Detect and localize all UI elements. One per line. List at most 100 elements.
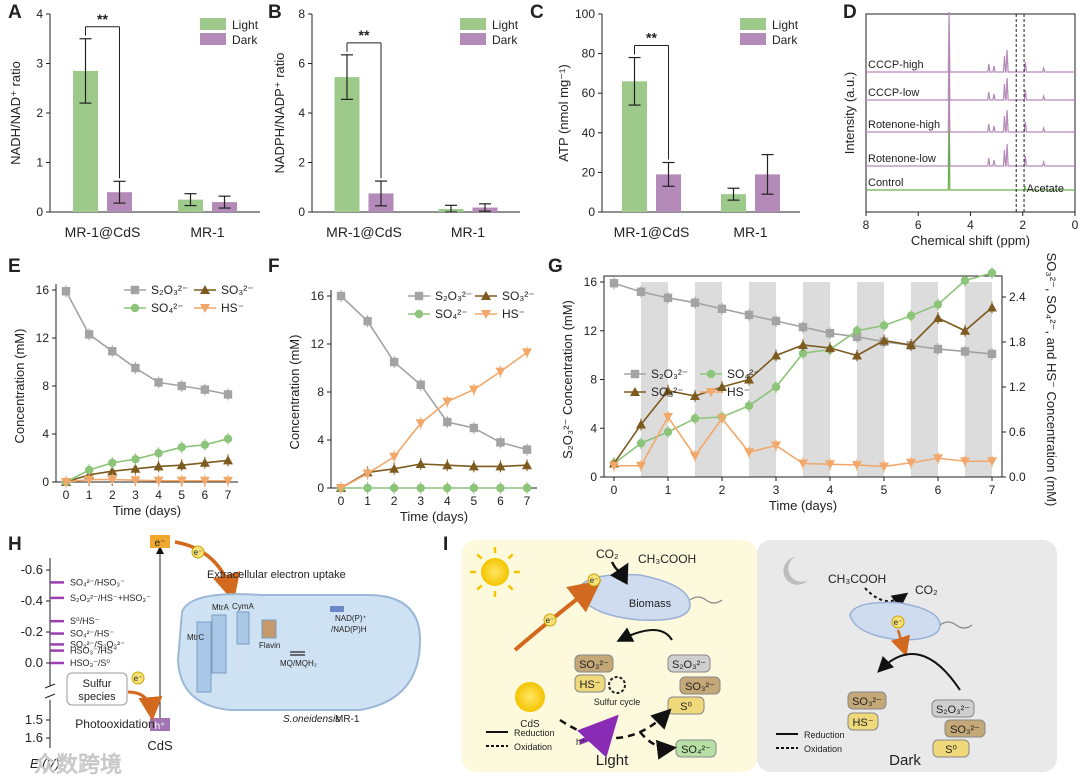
chart-c-legend-swatch-light (740, 18, 766, 30)
chart-g-point (771, 441, 781, 451)
chart-c-ytick-label: 80 (582, 47, 596, 61)
chart-g-point (717, 414, 727, 424)
i-sun-ray (476, 584, 483, 591)
chart-e-point (130, 476, 141, 486)
h-protein (211, 614, 227, 674)
i-cds-particle (515, 682, 545, 712)
h-level-label: S⁰/HS⁻ (70, 616, 100, 626)
h-protein-label: NAD(P)⁺ (335, 614, 367, 623)
chart-g-point (771, 350, 781, 360)
h-protein (196, 621, 212, 693)
chart-g-frame (603, 275, 1003, 478)
i-electron-label: e⁻ (590, 576, 599, 585)
h-sulfur-species-box (66, 672, 128, 706)
i-dark-legend-oxidation: Oxidation (804, 744, 842, 754)
chart-g-dark-period (641, 282, 668, 477)
chart-g-xtick-label: 6 (935, 483, 942, 497)
chart-e-point (84, 465, 94, 475)
chart-c-legend-dark: Dark (772, 33, 798, 47)
chart-e-point (154, 449, 163, 458)
chart-f-x-label: Time (days) (400, 509, 468, 524)
h-protein-label: MtrA (212, 603, 230, 612)
chart-f-point (468, 385, 479, 395)
chart-a-sig-label: ** (97, 11, 108, 27)
h-tick-label: 1.5 (25, 712, 43, 727)
chart-g-xtick-label: 2 (719, 483, 726, 497)
chart-b-legend-swatch-light (460, 18, 486, 30)
chart-g-point (798, 459, 808, 469)
i-electron-icon (587, 573, 601, 587)
i-dark-reduction-arrow (877, 653, 961, 691)
chart-e-xtick-label: 6 (202, 488, 209, 502)
chart-b-ytick-label: 8 (298, 7, 305, 21)
chart-g-point (717, 382, 727, 391)
chart-g-ytick-label: 8 (590, 373, 597, 387)
chart-g-dark-period (803, 282, 830, 477)
i-hs-box (574, 674, 606, 693)
chart-d-xtick-label: 4 (967, 218, 974, 232)
chart-g-point (690, 391, 700, 400)
chart-g-point (987, 268, 997, 278)
chart-f-ytick-label: 4 (317, 433, 324, 447)
h-strain-label: MR-1 (335, 714, 360, 725)
chart-f-point (336, 291, 346, 301)
i-dark-so3-box-label: SO₃²⁻ (852, 696, 882, 708)
chart-f-series-line (340, 295, 528, 451)
h-nad-marker (330, 606, 344, 612)
i-s0-box (667, 696, 705, 715)
chart-f-point (522, 460, 532, 470)
chart-g-legend-label: HS⁻ (727, 385, 750, 399)
chart-g-dark-period (965, 282, 992, 477)
chart-g-point (825, 328, 835, 338)
chart-f-series-line (340, 463, 528, 489)
chart-g-point (717, 304, 727, 314)
i-hs-box-label: HS⁻ (579, 679, 600, 691)
chart-d-trace (866, 105, 1075, 167)
chart-e-point (108, 458, 117, 467)
chart-d-trace-label: Control (868, 177, 903, 189)
chart-c-ytick-label: 0 (588, 205, 595, 219)
i-dark-legend-reduction: Reduction (804, 730, 845, 740)
chart-e-point (108, 347, 117, 356)
chart-a-legend-swatch-light (200, 18, 226, 30)
chart-d-trace-label: CCCP-high (868, 59, 924, 71)
i-sun-ray (507, 584, 514, 591)
chart-f-point (336, 484, 346, 493)
i-dark-hs-box (847, 712, 879, 731)
chart-g-ytick-label: 4 (590, 421, 597, 435)
chart-g-point (825, 460, 835, 470)
h-photooxidation-label: Photooxidation (75, 717, 154, 731)
chart-f-series-line (340, 351, 528, 489)
chart-c-legend-light: Light (772, 18, 799, 32)
chart-b-category-label: MR-1 (451, 224, 485, 240)
chart-g-point (690, 298, 700, 307)
chart-g-point (987, 302, 997, 312)
h-electron-icon (131, 671, 145, 685)
chart-c-bar-light (721, 194, 746, 212)
i-sulfur-cycle-icon (608, 676, 626, 694)
h-protein-label: MQ/MQH₂ (280, 659, 317, 668)
chart-f-xtick-label: 3 (417, 494, 424, 508)
chart-g-point (933, 454, 943, 464)
chart-c-ytick-label: 100 (575, 7, 595, 21)
chart-d-x-label: Chemical shift (ppm) (911, 233, 1030, 248)
chart-e-series-line (65, 459, 229, 483)
chart-f-xtick-label: 7 (524, 494, 531, 508)
chart-g-dark-period (911, 282, 938, 477)
chart-g-point (744, 448, 754, 458)
chart-g-y2tick-label: 2.4 (1009, 290, 1026, 304)
i-dark-label: Dark (889, 752, 921, 769)
i-dark-s2o3-box-label: S₂O₃²⁻ (936, 704, 970, 716)
chart-e-point (84, 475, 95, 485)
chart-a-ytick-label: 2 (36, 106, 43, 120)
chart-d-trace (866, 71, 1075, 133)
chart-e-point (199, 476, 210, 486)
chart-e-legend-marker (130, 303, 140, 313)
chart-g-xtick-label: 4 (827, 483, 834, 497)
h-sulfur-species-label: Sulfur (83, 678, 112, 690)
h-uptake-title: Extracellular electron uptake (207, 569, 346, 581)
chart-e-point (177, 443, 186, 452)
chart-g-point (663, 385, 673, 395)
chart-c-sig-label: ** (646, 30, 657, 46)
h-protein (261, 619, 277, 639)
